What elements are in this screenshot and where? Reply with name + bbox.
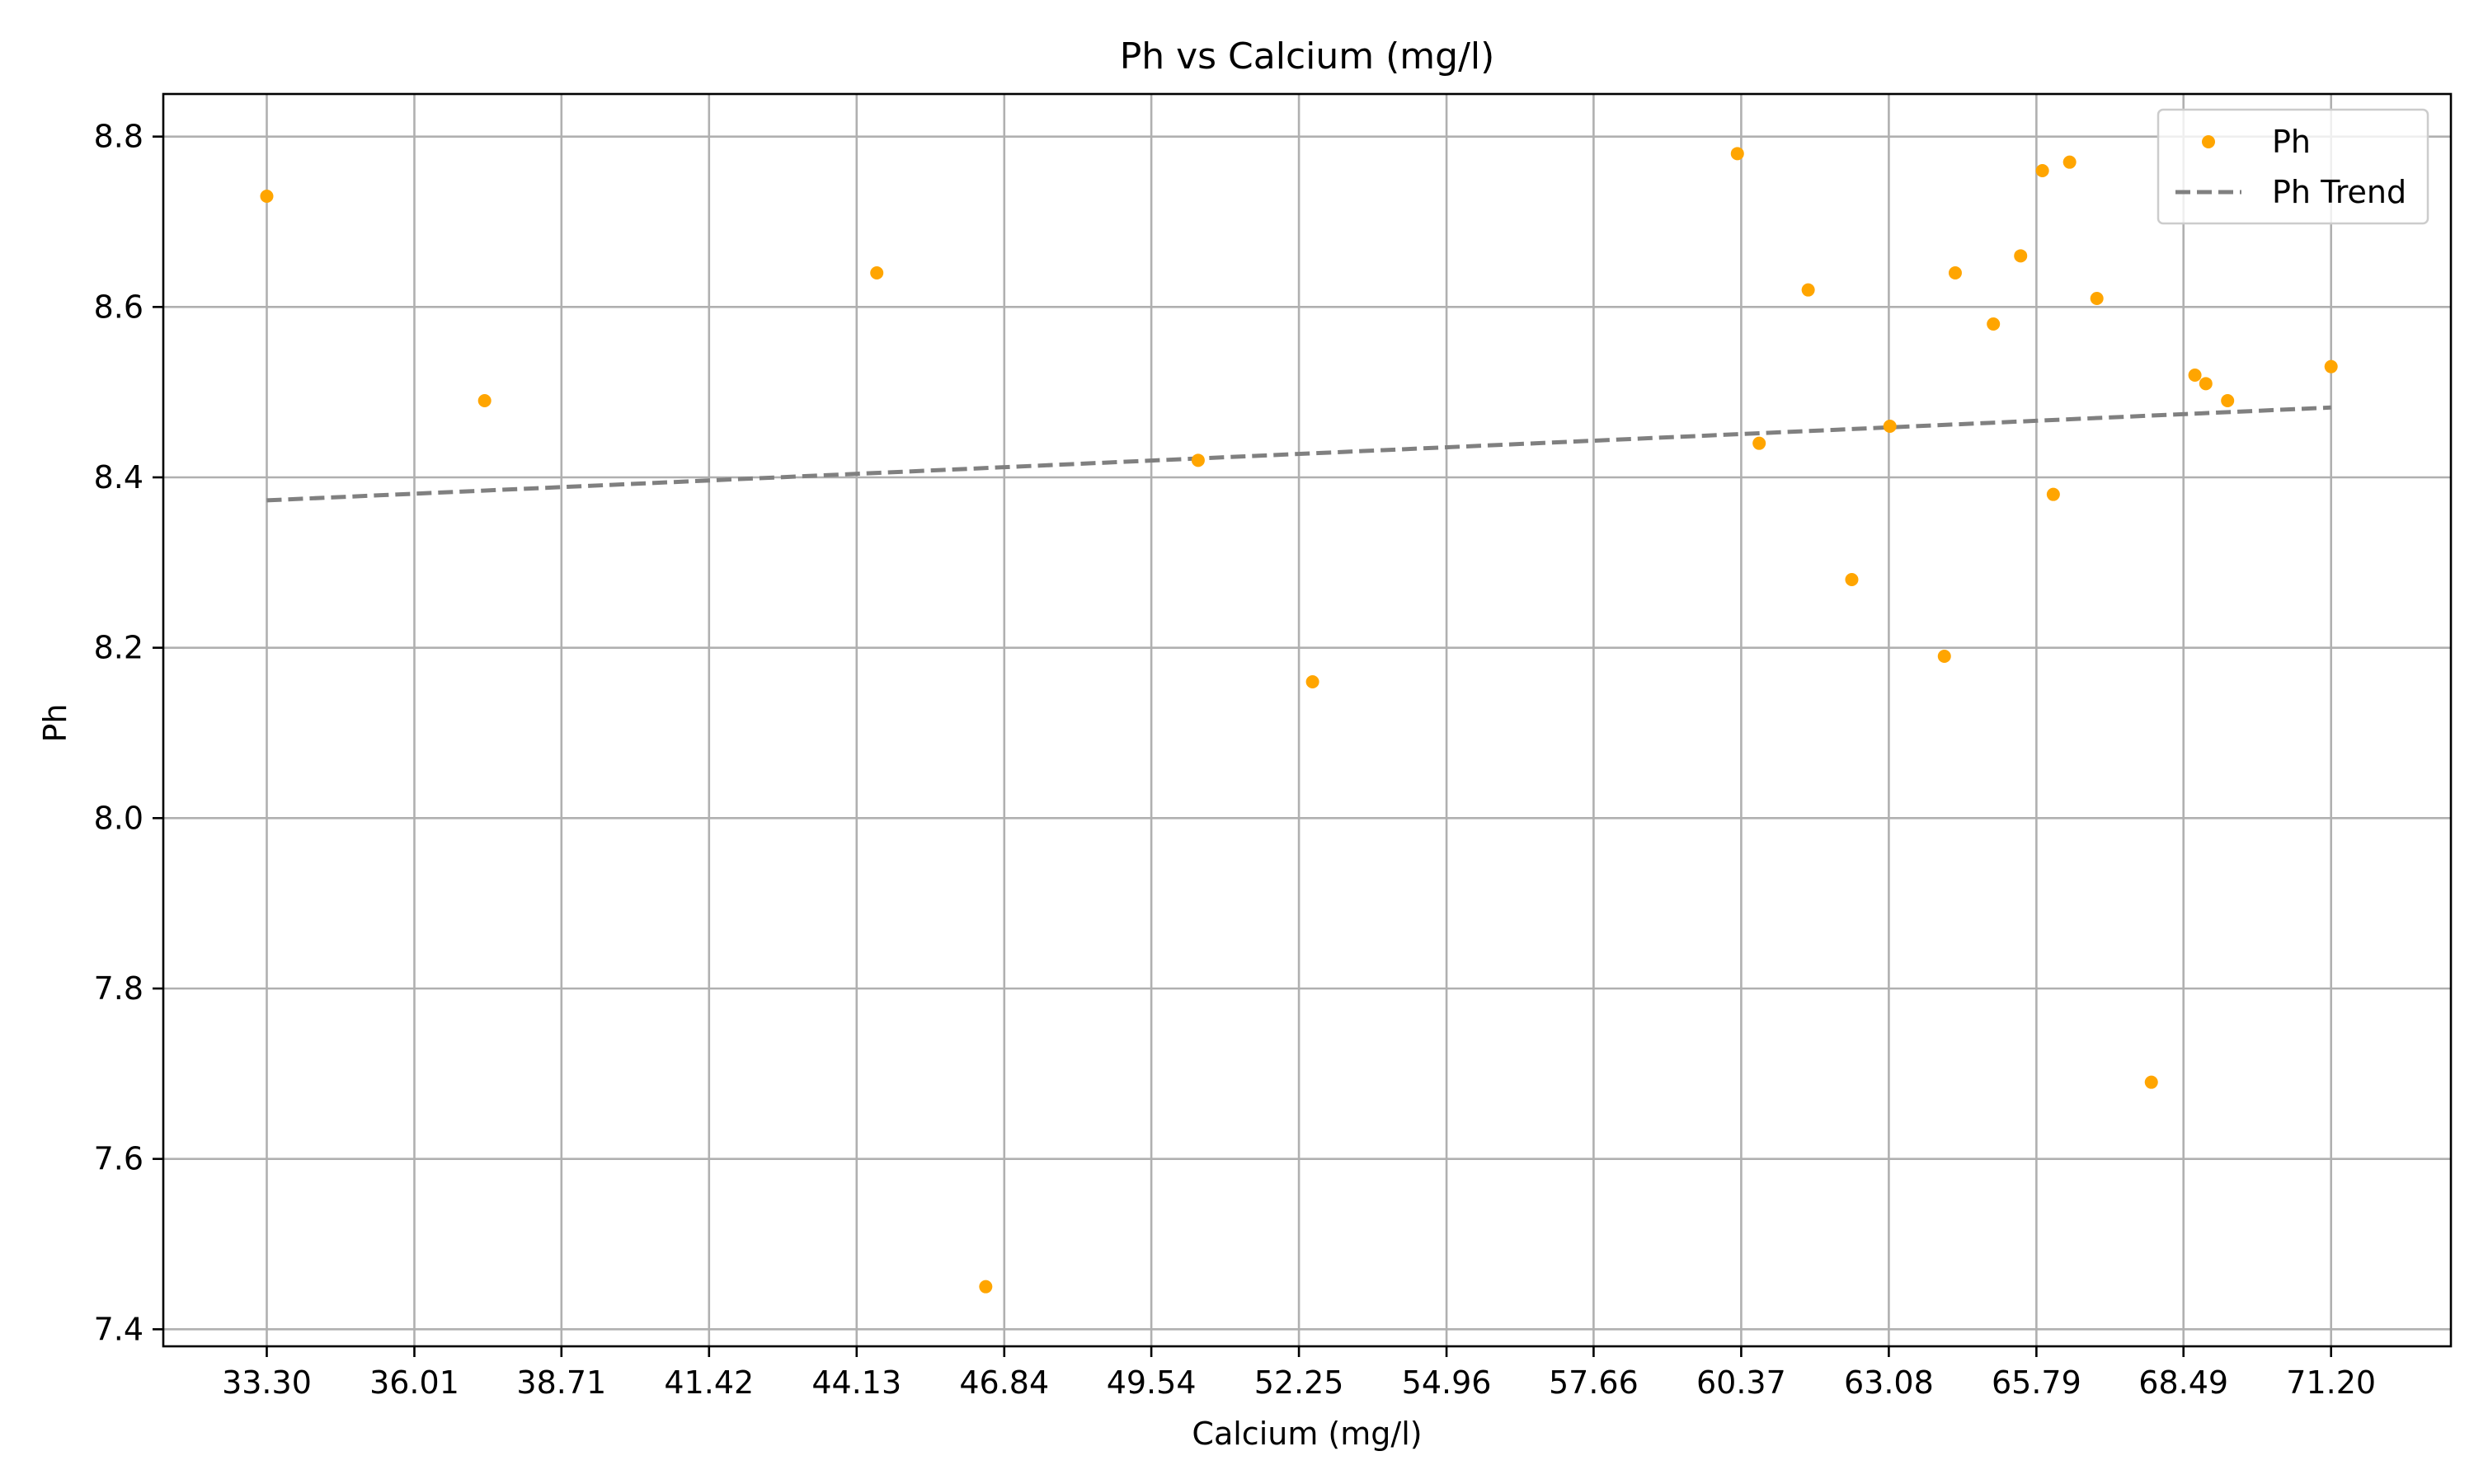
scatter-point (1845, 573, 1859, 586)
trend-line (266, 405, 2331, 503)
x-tick-label: 36.01 (369, 1364, 459, 1401)
x-tick-label: 54.96 (1402, 1364, 1492, 1401)
x-tick-label: 49.54 (1107, 1364, 1197, 1401)
y-tick-label: 8.0 (94, 800, 143, 836)
x-tick-label: 33.30 (222, 1364, 312, 1401)
scatter-point (2199, 377, 2213, 391)
y-tick-label: 7.6 (94, 1141, 143, 1177)
scatter-point (1801, 283, 1815, 297)
scatter-point (1730, 147, 1744, 161)
legend-label-ph-trend: Ph Trend (2272, 174, 2406, 210)
scatter-point (2046, 487, 2060, 501)
x-tick-label: 65.79 (1992, 1364, 2081, 1401)
y-tick-label: 7.8 (94, 970, 143, 1007)
x-tick-label: 71.20 (2286, 1364, 2376, 1401)
legend-box (2157, 108, 2429, 225)
scatter-point (1752, 436, 1766, 450)
y-axis-label: Ph (37, 704, 73, 743)
scatter-point (2062, 155, 2077, 169)
x-tick-label: 52.25 (1254, 1364, 1344, 1401)
scatter-point (2014, 249, 2028, 263)
trend-layer (266, 405, 2331, 503)
scatter-points (260, 147, 2338, 1294)
y-tick-label: 8.4 (94, 459, 143, 495)
x-axis-ticks: 33.30 36.01 38.71 41.42 44.13 46.84 49.54 52.25… (222, 1346, 2376, 1401)
scatter-point (1987, 317, 2001, 331)
legend-marker-ph (2202, 135, 2215, 148)
scatter-point (870, 266, 884, 279)
legend-label-ph: Ph (2272, 124, 2311, 160)
scatter-point (2035, 164, 2049, 177)
x-tick-label: 60.37 (1696, 1364, 1786, 1401)
legend: Ph Ph Trend (2157, 108, 2429, 225)
scatter-point (1937, 650, 1951, 663)
scatter-point (477, 394, 492, 407)
scatter-point (2144, 1075, 2158, 1089)
x-tick-label: 44.13 (811, 1364, 901, 1401)
y-axis-ticks: 7.4 7.6 7.8 8.0 8.2 8.4 8.6 8.8 (94, 119, 163, 1347)
scatter-point (2221, 394, 2235, 407)
scatter-point (2324, 359, 2338, 373)
scatter-point (2188, 369, 2202, 382)
x-tick-label: 57.66 (1549, 1364, 1639, 1401)
x-tick-label: 46.84 (959, 1364, 1049, 1401)
grid (163, 94, 2451, 1346)
scatter-point (1305, 675, 1319, 688)
x-tick-label: 38.71 (516, 1364, 606, 1401)
x-axis-label: Calcium (mg/l) (1192, 1416, 1422, 1452)
chart-title: Ph vs Calcium (mg/l) (1120, 35, 1495, 77)
y-tick-label: 8.2 (94, 630, 143, 666)
scatter-point (1948, 266, 1962, 279)
x-tick-label: 41.42 (664, 1364, 754, 1401)
scatter-point (1191, 453, 1205, 467)
x-tick-label: 68.49 (2138, 1364, 2228, 1401)
y-tick-label: 7.4 (94, 1311, 143, 1347)
scatter-point (979, 1280, 993, 1294)
scatter-point (260, 190, 274, 203)
y-tick-label: 8.8 (94, 119, 143, 155)
scatter-point (1883, 420, 1897, 433)
scatter-point (2090, 292, 2104, 305)
plot-frame (162, 92, 2453, 1348)
x-tick-label: 63.08 (1844, 1364, 1934, 1401)
y-tick-label: 8.6 (94, 289, 143, 325)
